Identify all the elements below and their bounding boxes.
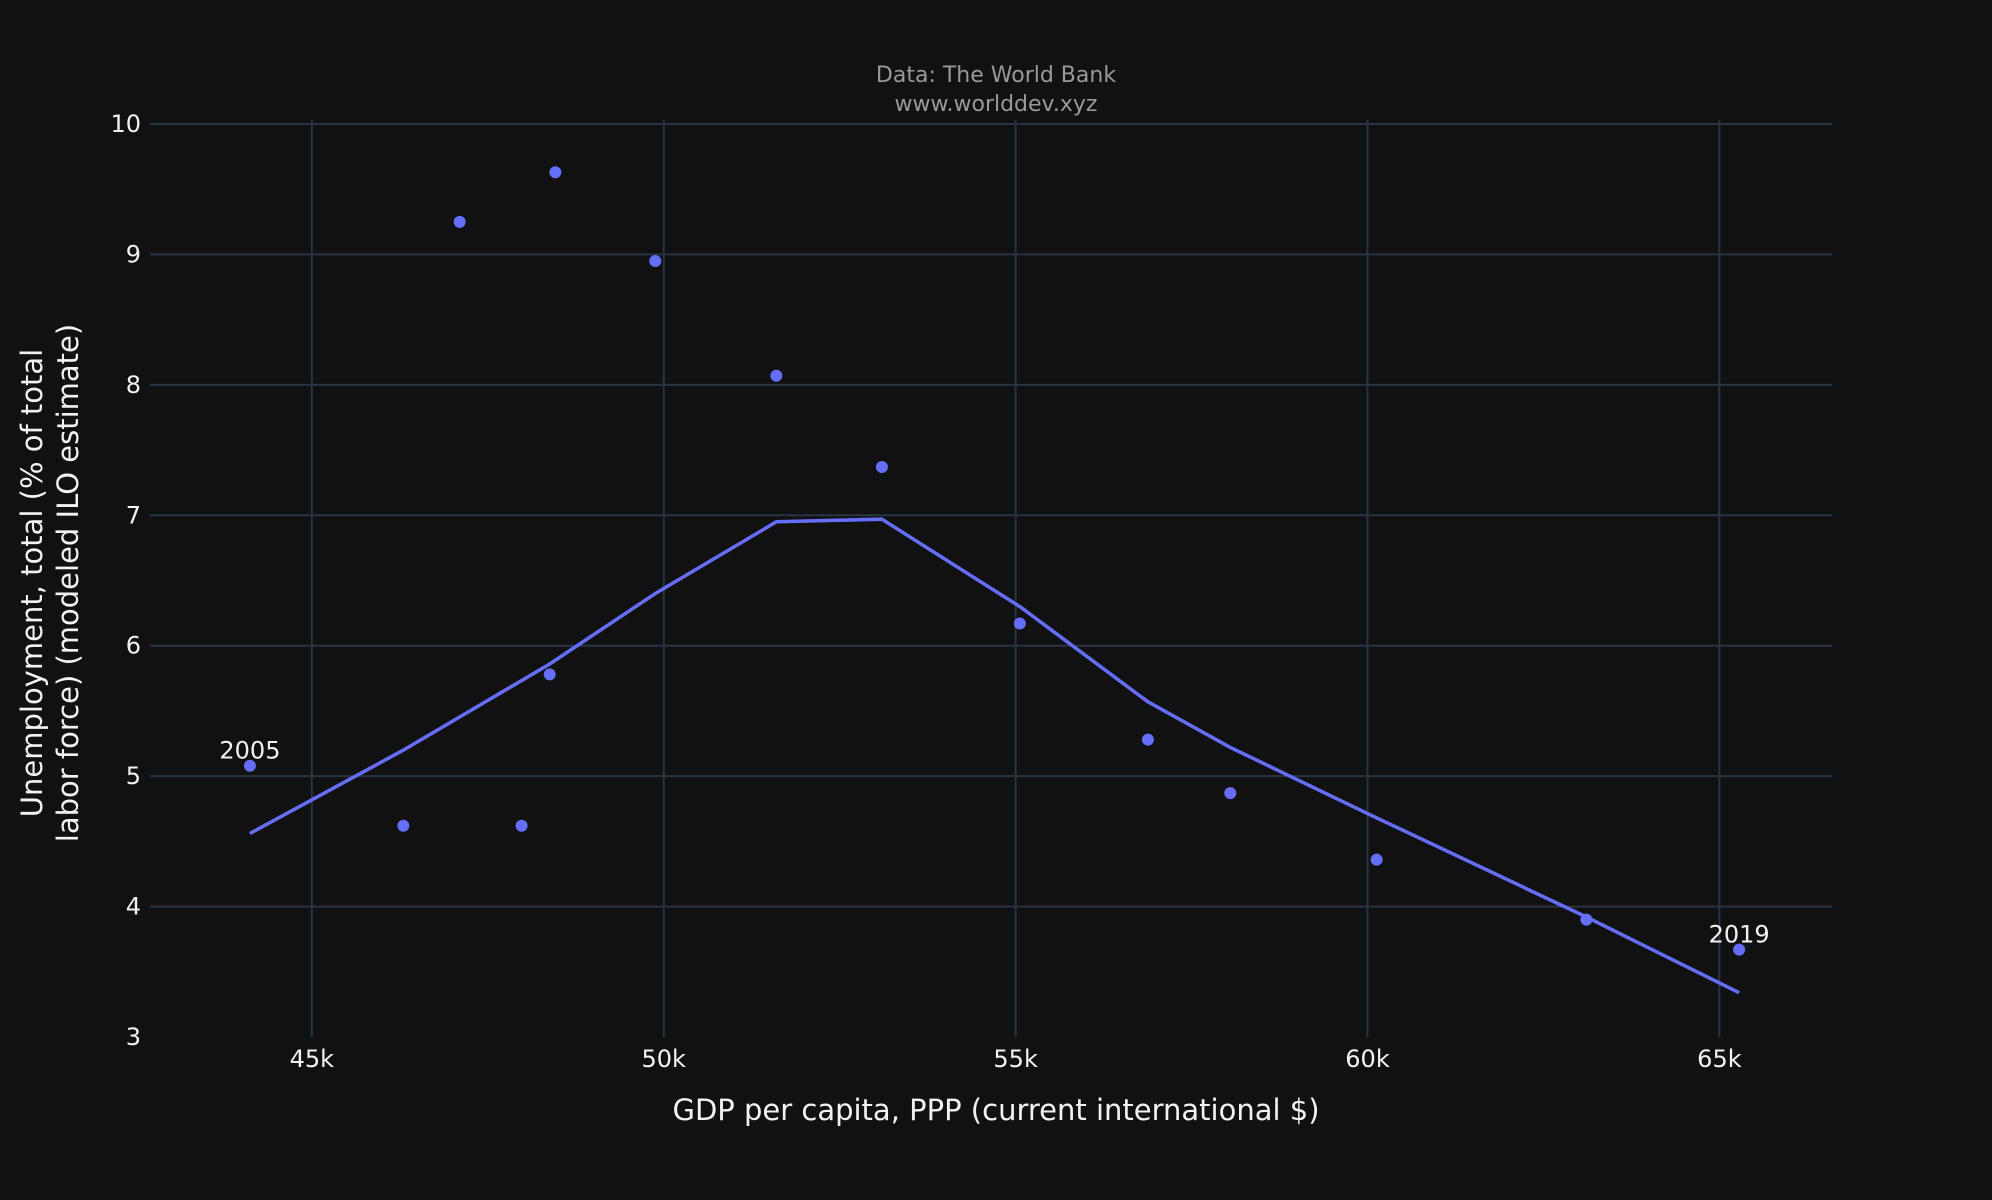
x-gridlines — [310, 120, 1721, 1037]
y-tick-label-7: 10 — [110, 110, 141, 138]
x-tick-label-3: 60k — [1345, 1045, 1390, 1073]
data-point-4[interactable] — [543, 668, 556, 681]
y-tick-label-6: 9 — [126, 240, 141, 268]
source-line-2: www.worlddev.xyz — [895, 92, 1098, 117]
y-axis-title-line-1: Unemployment, total (% of total — [15, 349, 49, 817]
y-axis-title-line-2: labor force) (modeled ILO estimate) — [51, 324, 85, 842]
y-tick-label-5: 8 — [126, 371, 141, 399]
data-point-11[interactable] — [1224, 787, 1237, 800]
data-point-5[interactable] — [549, 166, 562, 179]
point-label-14: 2019 — [1709, 921, 1770, 949]
source-line-1: Data: The World Bank — [876, 63, 1116, 88]
y-gridlines — [150, 123, 1832, 908]
y-tick-label-1: 4 — [126, 893, 141, 921]
data-point-1[interactable] — [397, 819, 410, 832]
x-tick-labels: 45k 50k 55k 60k 65k — [290, 1045, 1742, 1073]
data-point-8[interactable] — [875, 461, 888, 474]
data-point-3[interactable] — [515, 819, 528, 832]
data-point-2[interactable] — [453, 215, 466, 228]
x-tick-label-1: 50k — [642, 1045, 687, 1073]
data-point-0[interactable] — [243, 759, 256, 772]
scatter-points — [243, 166, 1746, 956]
x-axis-title: GDP per capita, PPP (current internation… — [672, 1093, 1319, 1127]
data-point-6[interactable] — [649, 254, 662, 267]
y-tick-label-2: 5 — [126, 762, 141, 790]
point-label-0: 2005 — [219, 737, 280, 765]
point-labels: 2005 2019 — [219, 737, 1769, 949]
y-tick-labels: 3 4 5 6 7 8 9 10 — [110, 110, 141, 1051]
y-tick-label-0: 3 — [126, 1023, 141, 1051]
x-tick-label-4: 65k — [1697, 1045, 1742, 1073]
data-point-12[interactable] — [1370, 853, 1383, 866]
x-tick-label-0: 45k — [290, 1045, 335, 1073]
data-point-9[interactable] — [1013, 617, 1026, 630]
y-tick-label-3: 6 — [126, 632, 141, 660]
data-point-14[interactable] — [1733, 943, 1746, 956]
x-tick-label-2: 55k — [993, 1045, 1038, 1073]
data-point-13[interactable] — [1580, 913, 1593, 926]
y-axis-title: Unemployment, total (% of total labor fo… — [15, 324, 85, 842]
data-point-10[interactable] — [1141, 733, 1154, 746]
y-tick-label-4: 7 — [126, 501, 141, 529]
trend-line — [249, 517, 1740, 995]
data-point-7[interactable] — [770, 369, 783, 382]
